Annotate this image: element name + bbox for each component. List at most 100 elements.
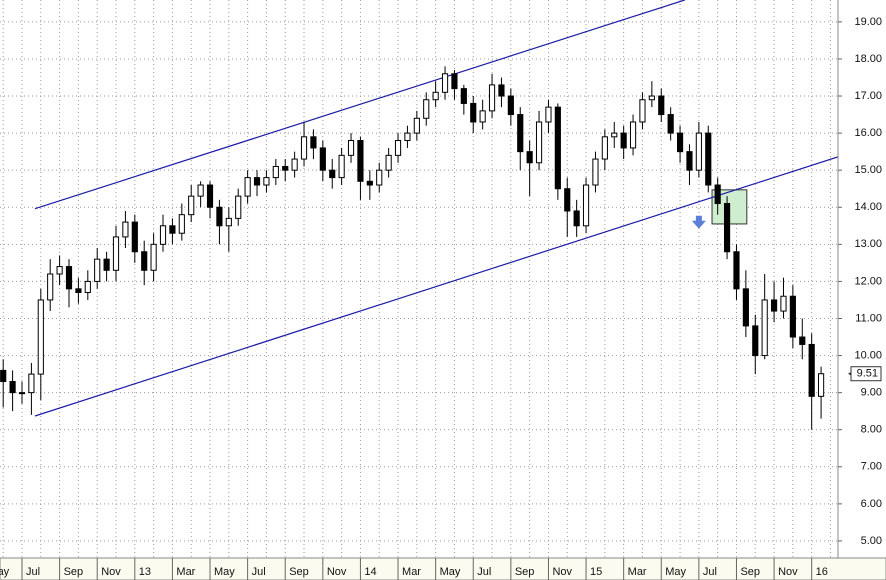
x-tick-label: Nov xyxy=(778,566,798,578)
x-tick-label: Mar xyxy=(402,566,421,578)
candle-body xyxy=(629,121,637,149)
candle-body xyxy=(808,343,815,397)
candle-body xyxy=(319,147,326,171)
candle-body xyxy=(84,280,91,294)
candle-body xyxy=(667,114,674,134)
candle-body xyxy=(0,369,7,383)
candle-body xyxy=(272,165,279,179)
candle-body xyxy=(413,117,420,134)
candle-body xyxy=(526,151,533,164)
candle-body xyxy=(770,299,778,312)
y-tick-label: 11.00 xyxy=(855,312,882,324)
candle-body xyxy=(780,295,787,312)
candle-body xyxy=(432,91,439,101)
candle-body xyxy=(799,336,806,345)
candle-body xyxy=(517,114,524,153)
x-tick-label: May xyxy=(214,566,235,578)
candle-body xyxy=(159,225,167,245)
candle-body xyxy=(357,140,364,182)
candle-body xyxy=(37,299,44,375)
axes: 5.00 6.00 7.00 8.00 9.00 10.00 11.00 12.00 13.00… xyxy=(0,16,882,580)
x-axis-bar xyxy=(0,557,886,580)
candle-body xyxy=(817,373,825,397)
x-tick-label: Nov xyxy=(101,566,121,578)
candle-body xyxy=(582,184,590,227)
x-tick-label: Nov xyxy=(327,566,347,578)
candle-body xyxy=(705,132,712,186)
candle-body xyxy=(366,180,373,186)
candle-body xyxy=(611,132,618,138)
y-tick-label: 18.00 xyxy=(854,53,882,65)
candle-body xyxy=(197,184,204,197)
x-tick-label: Nov xyxy=(552,566,572,578)
candle-body xyxy=(225,217,232,227)
y-tick-label: 12.00 xyxy=(854,275,882,287)
candle-body xyxy=(103,258,110,271)
candle-body xyxy=(441,73,449,93)
candle-body xyxy=(169,225,176,234)
candle-body xyxy=(601,136,608,160)
candle-body xyxy=(620,132,627,149)
candle-body xyxy=(658,95,665,116)
candle-body xyxy=(263,177,270,186)
candle-body xyxy=(188,195,195,216)
candle-body xyxy=(178,214,185,234)
candle-body xyxy=(150,243,157,271)
candle-body xyxy=(479,110,486,123)
y-tick-label: 7.00 xyxy=(861,461,882,473)
y-tick-label: 13.00 xyxy=(854,238,882,250)
trend-line xyxy=(34,156,838,417)
x-tick-label: Jul xyxy=(26,566,40,578)
y-tick-label: 15.00 xyxy=(854,164,882,176)
candle-body xyxy=(573,210,580,227)
candle-body xyxy=(65,266,73,290)
candle-body xyxy=(253,177,261,186)
candle-body xyxy=(235,195,242,219)
candle-body xyxy=(112,236,120,271)
candle-body xyxy=(376,169,383,186)
x-tick-label: May xyxy=(665,566,686,578)
y-tick-label: 16.00 xyxy=(854,127,882,139)
candle-body xyxy=(282,165,289,171)
y-tick-label: 6.00 xyxy=(861,498,882,510)
candle-body xyxy=(648,95,655,101)
y-tick-label: 10.00 xyxy=(854,349,882,361)
candle-body xyxy=(338,154,345,179)
trend-line xyxy=(34,0,685,210)
last-price-box xyxy=(850,366,882,382)
candle-body xyxy=(423,99,430,119)
x-tick-label: Sep xyxy=(515,566,535,578)
candle-body xyxy=(244,177,251,197)
x-tick-label: Jul xyxy=(252,566,266,578)
y-tick-label: 9.00 xyxy=(861,387,882,399)
candle-body xyxy=(75,288,82,294)
candle-body xyxy=(347,140,355,156)
candle-body xyxy=(216,206,223,227)
candle-body xyxy=(592,158,599,186)
candle-body xyxy=(742,288,749,327)
candle-body xyxy=(733,251,740,290)
x-tick-label: Jul xyxy=(477,566,491,578)
x-tick-label: Mar xyxy=(176,566,195,578)
y-tick-label: 17.00 xyxy=(854,90,882,102)
candle-body xyxy=(564,188,571,212)
candle-body xyxy=(404,132,411,142)
candle-body xyxy=(535,121,543,164)
plot-area xyxy=(0,0,838,558)
candle-body xyxy=(47,273,54,301)
candle-body xyxy=(56,266,63,275)
candle-body xyxy=(131,221,138,253)
candle-body xyxy=(291,158,298,171)
candle-body xyxy=(94,258,101,282)
y-tick-label: 14.00 xyxy=(854,201,882,213)
x-tick-label: 15 xyxy=(590,566,602,578)
x-tick-label: May xyxy=(440,566,461,578)
candle-body xyxy=(329,169,336,179)
candle-body xyxy=(394,140,402,156)
x-tick-label: Sep xyxy=(740,566,760,578)
x-tick-label: 13 xyxy=(139,566,151,578)
candle-body xyxy=(554,106,561,190)
last-price-label: 9.51 xyxy=(857,368,878,380)
